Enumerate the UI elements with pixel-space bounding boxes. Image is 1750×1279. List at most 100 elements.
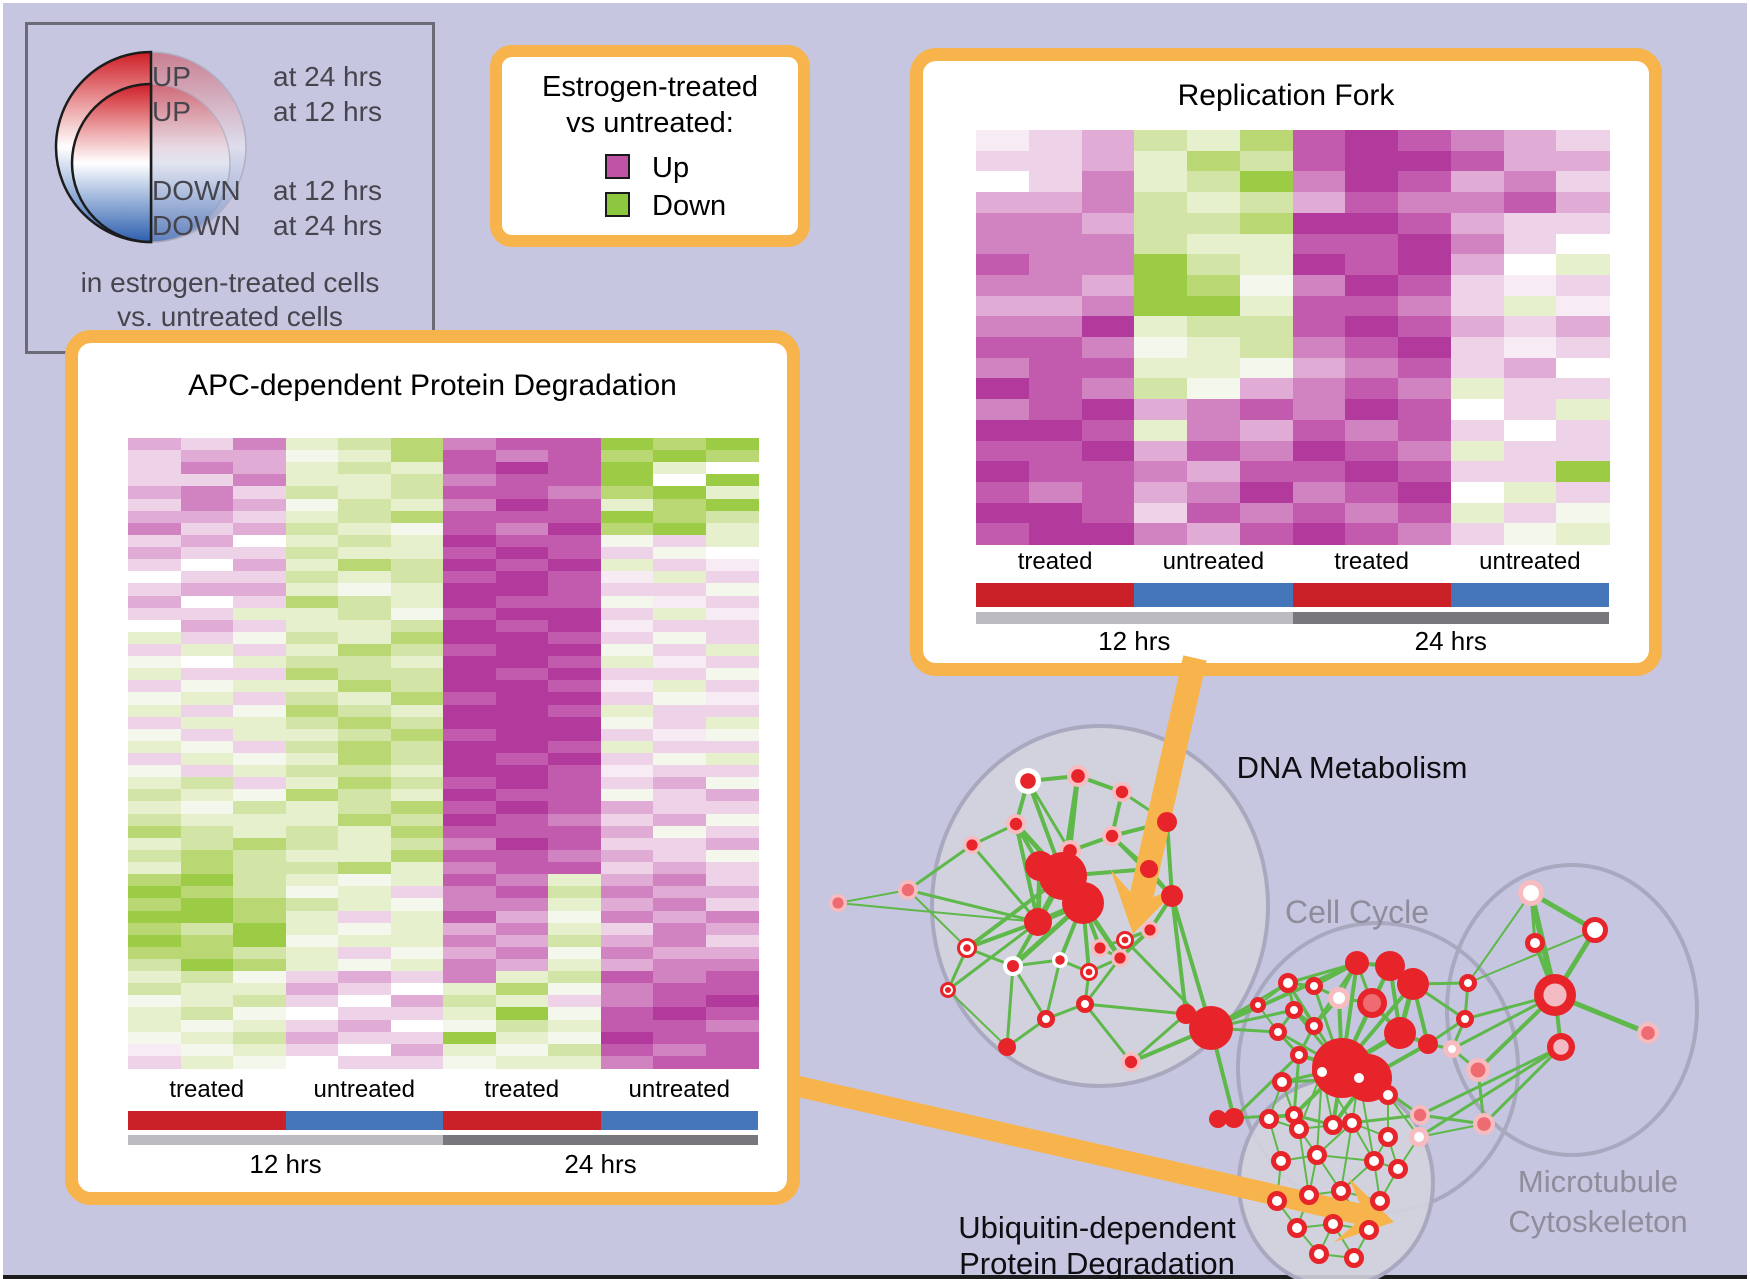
heatmap-cell xyxy=(705,1019,759,1033)
heatmap-cell xyxy=(495,680,549,694)
heatmap-cell xyxy=(128,753,182,766)
heatmap-cell xyxy=(128,922,182,936)
heatmap-cell xyxy=(705,740,759,754)
heatmap-cell xyxy=(600,874,654,887)
heatmap-cell xyxy=(390,643,444,657)
heatmap-cell xyxy=(338,958,392,972)
heatmap-cell xyxy=(285,813,339,827)
heatmap-cell xyxy=(338,1007,392,1021)
heatmap-cell xyxy=(548,534,602,548)
heatmap-cell xyxy=(1187,274,1241,297)
heatmap-cell xyxy=(1134,254,1188,276)
heatmap-cell xyxy=(1134,233,1188,255)
heatmap-cell xyxy=(180,849,234,863)
heatmap-cell xyxy=(233,462,287,475)
heatmap-cell xyxy=(548,1019,602,1033)
heatmap-cell xyxy=(233,1055,287,1069)
heatmap-cell xyxy=(1239,233,1294,255)
heatmap-cell xyxy=(233,522,287,536)
heatmap-cell xyxy=(1028,130,1083,152)
heatmap-cell xyxy=(495,547,549,560)
heatmap-cell xyxy=(495,716,549,730)
heatmap-cell xyxy=(653,559,707,572)
heatmap-cell xyxy=(1292,399,1346,421)
heatmap-cell xyxy=(1134,523,1188,545)
heatmap-cell xyxy=(600,740,654,754)
heatmap-cell xyxy=(1028,440,1083,462)
time-bar-24-hrs xyxy=(1292,612,1609,624)
heatmap-cell xyxy=(548,740,602,754)
condition-label-untreated-1: untreated xyxy=(1162,548,1265,575)
heatmap-cell xyxy=(495,946,549,960)
heatmap-cell xyxy=(653,777,707,790)
heatmap-cell xyxy=(1239,212,1294,235)
heatmap-cell xyxy=(180,898,234,912)
heatmap-cell xyxy=(1187,337,1241,359)
heatmap-cell xyxy=(285,740,339,754)
heatmap-cell xyxy=(285,983,339,996)
heatmap-cell xyxy=(548,522,602,536)
heatmap-cell xyxy=(180,619,234,633)
heatmap-cell xyxy=(600,450,654,463)
heatmap-cell xyxy=(443,862,497,875)
heatmap-cell xyxy=(600,995,654,1009)
heatmap-cell xyxy=(180,1031,234,1045)
heatmap-cell xyxy=(338,486,392,500)
heatmap-cell xyxy=(495,643,549,657)
heatmap-cell xyxy=(653,813,707,827)
heatmap-cell xyxy=(390,910,444,924)
heatmap-cell xyxy=(705,462,759,475)
heatmap-cell xyxy=(495,983,549,996)
heatmap-cell xyxy=(1556,233,1610,255)
heatmap-cell xyxy=(1134,357,1188,379)
time-bar-12-hrs xyxy=(976,612,1293,624)
heatmap-cell xyxy=(233,486,287,500)
heatmap-cell xyxy=(390,813,444,827)
treated-bar xyxy=(443,1111,601,1130)
heatmap-cell xyxy=(128,874,182,887)
heatmap-cell xyxy=(548,995,602,1009)
heatmap-cell xyxy=(390,946,444,960)
heatmap-cell xyxy=(600,680,654,694)
heatmap-cell xyxy=(1028,212,1083,235)
time-label-12-hrs: 12 hrs xyxy=(1098,626,1171,656)
heatmap-cell xyxy=(128,1055,182,1069)
heatmap-cell xyxy=(285,656,339,669)
heatmap-cell xyxy=(128,643,182,657)
heatmap-cell xyxy=(233,886,287,899)
heatmap-cell xyxy=(1503,150,1557,172)
heatmap-cell xyxy=(1556,378,1610,400)
heatmap-cell xyxy=(390,547,444,560)
heatmap-cell xyxy=(653,534,707,548)
heatmap-cell xyxy=(443,656,497,669)
heatmap-cell xyxy=(443,462,497,475)
inner-ring-left-half xyxy=(70,82,153,244)
heatmap-cell xyxy=(180,958,234,972)
heatmap-cell xyxy=(390,971,444,984)
heatmap-cell xyxy=(653,571,707,584)
heatmap-cell xyxy=(233,958,287,972)
heatmap-cell xyxy=(443,547,497,560)
heatmap-cell xyxy=(495,631,549,645)
heatmap-cell xyxy=(338,898,392,912)
heatmap-cell xyxy=(443,837,497,851)
heatmap-cell xyxy=(233,934,287,948)
heatmap-cell xyxy=(1345,316,1399,338)
heatmap-cell xyxy=(233,692,287,706)
heatmap-cell xyxy=(1345,254,1399,276)
heatmap-cell xyxy=(1503,233,1557,255)
heatmap-cell xyxy=(1503,378,1557,400)
heatmap-cell xyxy=(390,716,444,730)
heatmap-cell xyxy=(1187,378,1241,400)
heatmap-cell xyxy=(495,656,549,669)
heatmap-cell xyxy=(1556,357,1610,379)
heatmap-cell xyxy=(548,825,602,839)
heatmap-cell xyxy=(285,837,339,851)
heatmap-cell xyxy=(285,946,339,960)
heatmap-cell xyxy=(495,910,549,924)
heatmap-cell xyxy=(705,559,759,572)
heatmap-cell xyxy=(443,886,497,899)
heatmap-cell xyxy=(705,789,759,803)
heatmap-cell xyxy=(285,862,339,875)
updown-legend-box: Estrogen-treated vs untreated: Up Down xyxy=(490,45,810,247)
